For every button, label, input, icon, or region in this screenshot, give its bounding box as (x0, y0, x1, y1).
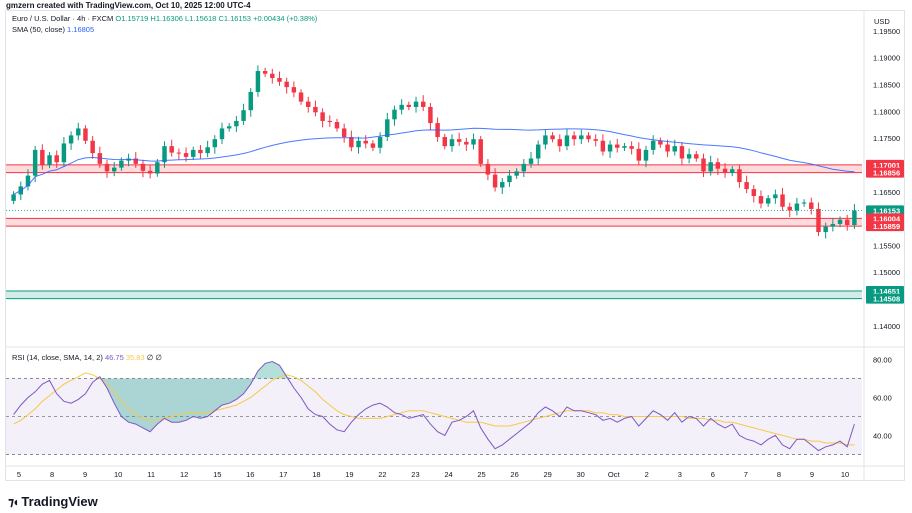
ohlc-high: H1.16306 (150, 14, 183, 23)
rsi-label: RSI (14, close, SMA, 14, 2) (12, 353, 103, 362)
symbol-legend[interactable]: Euro / U.S. Dollar · 4h · FXCM O1.15719 … (12, 14, 317, 23)
rsi-value: 46.75 (104, 353, 124, 362)
ohlc-open: O1.15719 (115, 14, 149, 23)
ohlc-low: L1.15618 (185, 14, 217, 23)
sma-legend[interactable]: SMA (50, close) 1.16805 (12, 25, 94, 34)
sma-label: SMA (50, close) (12, 25, 65, 34)
chart-frame (5, 10, 905, 481)
rsi-ma-value: 35.83 (125, 353, 145, 362)
tradingview-logo-icon: ⁊◖ (8, 494, 19, 509)
logo-text: TradingView (21, 494, 98, 509)
rsi-extra: ∅ ∅ (146, 353, 162, 362)
currency-label[interactable]: USD (874, 17, 890, 26)
ohlc-change: +0.00434 (+0.38%) (253, 14, 318, 23)
symbol-name: Euro / U.S. Dollar · 4h · FXCM (12, 14, 114, 23)
creator-line: gmzern created with TradingView.com, Oct… (6, 1, 251, 10)
ohlc-close: C1.16153 (218, 14, 251, 23)
rsi-legend[interactable]: RSI (14, close, SMA, 14, 2) 46.75 35.83 … (12, 353, 162, 362)
tradingview-logo: ⁊◖ TradingView (8, 494, 98, 509)
sma-value: 1.16805 (67, 25, 95, 34)
